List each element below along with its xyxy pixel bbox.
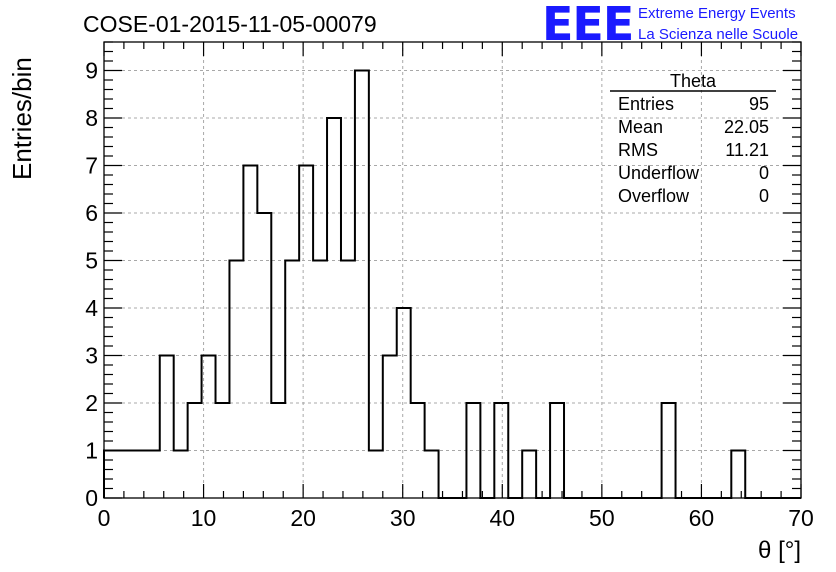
y-tick-label: 8 [85,105,98,131]
y-tick-label: 9 [85,58,98,84]
plot-frame [103,41,802,499]
stats-row-label: RMS [618,140,658,160]
axis-ticks [103,41,802,499]
histogram-bin [146,451,160,499]
histogram-bin [118,451,132,499]
histogram-bin [341,261,355,499]
y-tick-label: 5 [85,248,98,274]
histogram-bin [313,261,327,499]
stats-row-label: Entries [618,94,674,114]
stats-box: Theta Entries 95 Mean 22.05 RMS 11.21 Un… [610,71,776,206]
histogram-bin [104,451,118,499]
tick-labels: 0 10 20 30 40 50 60 70 0 1 2 3 4 5 6 7 8 9 [85,58,814,532]
x-tick-label: 20 [290,505,316,531]
eee-logo-mark: EEE [542,0,633,51]
histogram-bin [383,356,397,499]
histogram-bin [285,261,299,499]
chart-title: COSE-01-2015-11-05-00079 [83,11,377,37]
histogram-bin [160,356,174,499]
x-tick-label: 40 [489,505,515,531]
histogram-bin [216,403,230,498]
stats-box-title: Theta [670,71,717,91]
histogram-bin [425,451,439,499]
histogram-bin [132,451,146,499]
stats-row-value: 22.05 [724,117,769,137]
y-tick-label: 2 [85,390,98,416]
histogram-bin [731,451,745,499]
stats-row-value: 0 [759,186,769,206]
y-tick-label: 0 [85,485,98,511]
stats-row-label: Underflow [618,163,700,183]
x-tick-label: 30 [390,505,416,531]
eee-logo-line1: Extreme Energy Events [638,5,796,22]
histogram-bin [299,166,313,499]
stats-row-value: 11.21 [725,140,769,160]
histogram-bin [229,261,243,499]
y-axis-label: Entries/bin [7,57,37,180]
histogram-bin [522,451,536,499]
y-tick-label: 7 [85,153,98,179]
histogram-bin [257,213,271,498]
stats-row-label: Overflow [618,186,690,206]
eee-logo: EEE Extreme Energy Events La Scienza nel… [542,0,798,51]
y-tick-label: 3 [85,343,98,369]
stats-row-label: Mean [618,117,663,137]
x-axis-label: θ [°] [758,537,801,564]
histogram-bin [174,451,188,499]
eee-logo-line2: La Scienza nelle Scuole [638,26,798,43]
histogram-bin [355,71,369,499]
y-tick-label: 6 [85,200,98,226]
histogram-outline [103,69,801,499]
stats-row-value: 95 [749,94,769,114]
stats-row-value: 0 [759,163,769,183]
x-tick-label: 50 [589,505,615,531]
x-tick-label: 70 [788,505,814,531]
histogram-bin [369,451,383,499]
histogram-bin [243,166,257,499]
grid [104,42,801,498]
y-tick-label: 4 [85,295,98,321]
x-tick-label: 0 [98,505,111,531]
x-tick-label: 60 [689,505,715,531]
x-tick-label: 10 [191,505,217,531]
y-tick-label: 1 [85,438,98,464]
histogram-series [103,69,801,499]
